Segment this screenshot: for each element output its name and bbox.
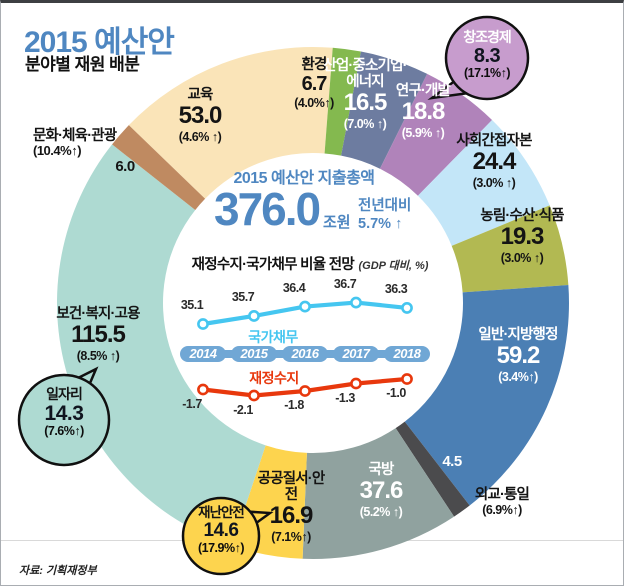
- donut-segment-교육: [128, 47, 333, 199]
- line-point: [350, 377, 362, 390]
- line-point: [299, 385, 311, 397]
- x-axis-year-2018: 2018: [384, 345, 430, 362]
- donut-segment-외교·통일: [395, 421, 470, 517]
- donut-segment-농림·수산·식품: [451, 205, 569, 293]
- donut-segment-일반·지방행정: [404, 284, 570, 506]
- center-line-chart: [197, 296, 413, 402]
- callout-창조경제-balloon: [427, 15, 530, 101]
- data-label-재정수지: -1.7: [182, 396, 202, 411]
- segment-label-농림수산식품: 농림·수산·식품 19.3 (3.0% ↑): [480, 208, 564, 266]
- data-label-국가채무: 36.3: [384, 281, 408, 296]
- line-point: [248, 389, 260, 402]
- page-title-text: 예산안: [94, 26, 175, 59]
- page-subtitle: 분야별 재원 배분: [25, 55, 140, 74]
- segment-outside-label-외교통일: 외교·통일 (6.9%↑): [474, 487, 530, 518]
- x-axis-year-2017: 2017: [333, 345, 379, 362]
- data-label-재정수지: -1.8: [284, 398, 304, 412]
- donut-segment-국방: [302, 428, 455, 559]
- page-title: 2015 예산안: [24, 17, 175, 61]
- center-chart-title: 재정수지·국가채무 비율 전망 (GDP 대비, %): [191, 257, 429, 273]
- donut-segment-연구·개발: [379, 73, 493, 196]
- line-point: [350, 296, 362, 309]
- segment-label-공공질서안전: 공공질서·안전 16.9 (7.1%↑): [257, 471, 326, 545]
- callout-재난안전-balloon: [181, 496, 274, 576]
- segment-label-산업중소기업에너지: 산업·중소기업·에너지 16.5 (7.0% ↑): [323, 58, 407, 132]
- segment-label-보건복지고용: 보건·복지·고용 115.5 (8.5% ↑): [56, 306, 140, 364]
- series-label-debt: 국가채무: [248, 329, 298, 345]
- line-point: [197, 318, 209, 330]
- donut-segment-환경: [324, 47, 361, 156]
- callout-text-창조경제: 창조경제 8.3 (17.1%↑): [463, 29, 512, 81]
- donut-segment-산업·중소기업·에너지: [341, 51, 428, 169]
- line-point: [401, 373, 413, 385]
- x-axis-year-2016: 2016: [282, 345, 328, 362]
- data-label-국가채무: 36.7: [333, 276, 357, 291]
- data-label-재정수지: -1.3: [335, 390, 355, 405]
- segment-label-일반지방행정: 일반·지방행정 59.2 (3.4%↑): [478, 327, 558, 385]
- x-axis-year-2015: 2015: [231, 345, 277, 362]
- line-point: [248, 310, 260, 322]
- data-label-재정수지: -1.0: [386, 386, 406, 400]
- segment-label-국방: 국방 37.6 (5.2% ↑): [359, 462, 404, 520]
- series-label-balance: 재정수지: [249, 370, 299, 386]
- donut-segment-보건·복지·고용: [56, 144, 266, 546]
- callout-일자리-balloon: [17, 366, 111, 467]
- donut-and-line-chart-canvas: [17, 15, 570, 576]
- x-axis-year-2014: 2014: [180, 345, 226, 362]
- line-point: [401, 302, 413, 314]
- donut-segment-사회간접자본: [417, 120, 550, 246]
- center-yoy: 전년대비 5.7% ↑: [358, 197, 411, 233]
- segment-outside-label-문화체육관광: 문화·체육·관광 (10.4%↑): [33, 128, 117, 159]
- segment-label-교육: 교육 53.0 (4.6% ↑): [178, 87, 223, 145]
- data-label-재정수지: -2.1: [233, 402, 253, 417]
- data-label-국가채무: 35.7: [231, 289, 255, 304]
- segment-value-문화체육관광: 6.0: [115, 158, 135, 175]
- callout-text-일자리: 일자리 14.3 (7.6%↑): [44, 386, 84, 439]
- up-arrow-icon: ↑: [395, 216, 403, 233]
- page-title-year: 2015: [24, 26, 88, 59]
- center-total-value: 376.0: [214, 183, 321, 235]
- line-point: [299, 300, 311, 313]
- center-total-title: 2015 예산안 지출총액: [233, 170, 375, 187]
- source-note: 자료: 기획재정부: [19, 565, 97, 577]
- segment-label-환경: 환경 6.7 (4.0%↑): [294, 57, 334, 110]
- data-label-국가채무: 35.1: [180, 298, 204, 312]
- center-total-unit: 조원: [323, 214, 351, 231]
- line-point: [197, 383, 209, 396]
- segment-label-사회간접자본: 사회간접자본 24.4 (3.0% ↑): [456, 133, 532, 191]
- callout-text-재난안전: 재난안전 14.6 (17.9%↑): [197, 505, 245, 555]
- segment-value-외교통일: 4.5: [442, 453, 462, 470]
- yoy-value: 5.7%: [358, 216, 392, 233]
- donut-segment-문화·체육·관광: [112, 125, 206, 211]
- yoy-label: 전년대비: [358, 198, 412, 214]
- segment-label-연구개발: 연구·개발 18.8 (5.9% ↑): [395, 83, 451, 141]
- data-label-국가채무: 36.4: [282, 280, 306, 295]
